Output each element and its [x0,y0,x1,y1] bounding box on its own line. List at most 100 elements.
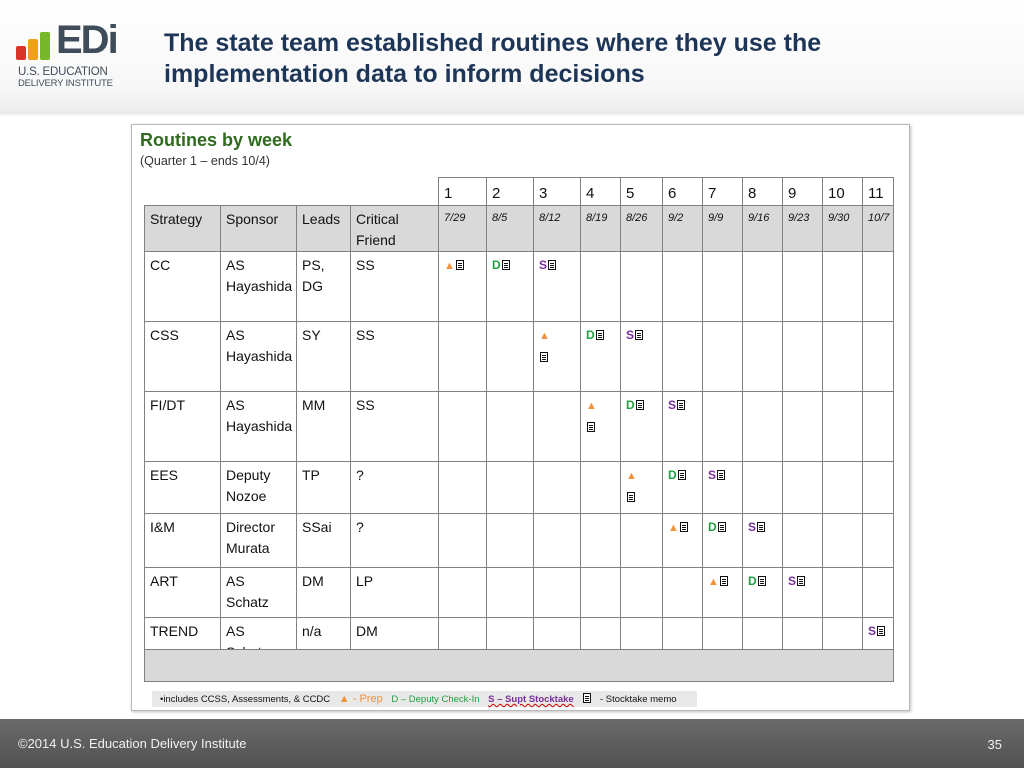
memo-icon [595,330,604,340]
legend-deputy: D – Deputy Check-In [391,694,480,705]
memo-icon [877,626,886,636]
grid-line [220,205,221,649]
cell-friend: ? [356,467,364,483]
prep-triangle-icon: ▲ [626,470,637,482]
supt-stocktake-mark: S [668,398,677,412]
week-date: 9/2 [668,212,684,224]
week-number: 7 [708,185,717,202]
routine-mark: S [782,567,822,617]
grid-line [144,649,894,650]
grid-line [533,177,534,649]
week-date: 9/9 [708,212,724,224]
grid-line [144,205,145,649]
memo-icon [627,492,635,502]
cell-friend: SS [356,397,375,413]
memo-icon [717,470,726,480]
week-number: 6 [668,185,677,202]
memo-icon [797,576,806,586]
cell-strategy: I&M [150,519,175,535]
week-date: 7/29 [444,212,466,224]
grid-line [144,321,894,322]
deputy-checkin-mark: D [626,398,635,412]
legend: •includes CCSS, Assessments, & CCDC ▲ - … [152,691,697,707]
routine-mark: D [702,513,742,567]
grid-line [144,205,894,206]
prep-triangle-icon: ▲ [444,260,455,272]
prep-triangle-icon: ▲ [586,400,597,412]
week-date: 9/23 [788,212,810,224]
memo-icon [677,400,686,410]
memo-icon [548,260,557,270]
memo-icon [540,352,548,362]
cell-leads: n/a [302,623,322,639]
supt-stocktake-mark: S [748,520,757,534]
routine-mark: D [620,391,662,461]
routines-subtitle: (Quarter 1 – ends 10/4) [140,154,270,168]
cell-strategy: EES [150,467,179,483]
page-number: 35 [987,737,1002,752]
cell-sponsor: AS Hayashida [226,327,293,364]
routine-mark: ▲ [438,251,486,321]
routine-mark: ▲ [620,461,662,513]
cell-sponsor: AS Schatz [226,623,269,649]
logo-line2: DELIVERY INSTITUTE [18,78,113,89]
grid-line [144,391,894,392]
cell-leads: DM [302,573,324,589]
grid-line [486,177,487,649]
cell-leads: TP [302,467,320,483]
cell-leads: PS, DG [302,257,325,294]
column-header: Strategy [150,211,203,227]
slide-header: EDi U.S. EDUCATION DELIVERY INSTITUTE Th… [0,0,1024,112]
cell-sponsor: Deputy Nozoe [226,467,271,504]
grid-line [702,177,703,649]
week-number: 5 [626,185,635,202]
prep-triangle-icon: ▲ [668,522,679,534]
deputy-checkin-mark: D [748,574,757,588]
cell-strategy: CSS [150,327,179,343]
legend-prep: ▲ - Prep [338,693,383,705]
cell-sponsor: AS Hayashida [226,257,293,294]
grid-line [862,177,863,649]
routine-mark: D [742,567,782,617]
routines-title: Routines by week [140,130,293,150]
cell-leads: SY [302,327,321,343]
routine-mark: ▲ [533,321,580,391]
legend-supt: S – Supt Stocktake [488,694,574,705]
week-date: 10/7 [868,212,890,224]
supt-stocktake-mark: S [868,624,877,638]
memo-icon [677,470,686,480]
memo-icon [757,522,766,532]
week-date: 9/30 [828,212,850,224]
cell-friend: SS [356,257,375,273]
column-header: Leads [302,211,341,227]
cell-sponsor: AS Hayashida [226,397,293,434]
logo-line1: U.S. EDUCATION [18,66,108,78]
routine-mark: S [533,251,580,321]
week-date: 9/16 [748,212,770,224]
memo-icon [583,693,592,703]
memo-icon [587,422,595,432]
grid-line [144,649,145,681]
prep-triangle-icon: ▲ [708,576,719,588]
memo-icon [679,522,688,532]
grid-line [144,681,894,682]
header-divider [0,112,1024,116]
grid-line [438,177,439,649]
cell-strategy: FI/DT [150,397,185,413]
routine-mark: D [662,461,702,513]
memo-icon [719,576,728,586]
routine-mark: S [662,391,702,461]
week-number: 2 [492,185,501,202]
week-date: 8/5 [492,212,508,224]
grid-line [438,177,894,178]
week-number: 8 [748,185,757,202]
memo-icon [717,522,726,532]
grid-line [893,177,894,649]
cell-leads: MM [302,397,326,413]
grid-line [893,649,894,681]
routine-mark: S [702,461,742,513]
grid-line [742,177,743,649]
supt-stocktake-mark: S [788,574,797,588]
supt-stocktake-mark: S [539,258,548,272]
logo-bars-icon [16,32,56,60]
